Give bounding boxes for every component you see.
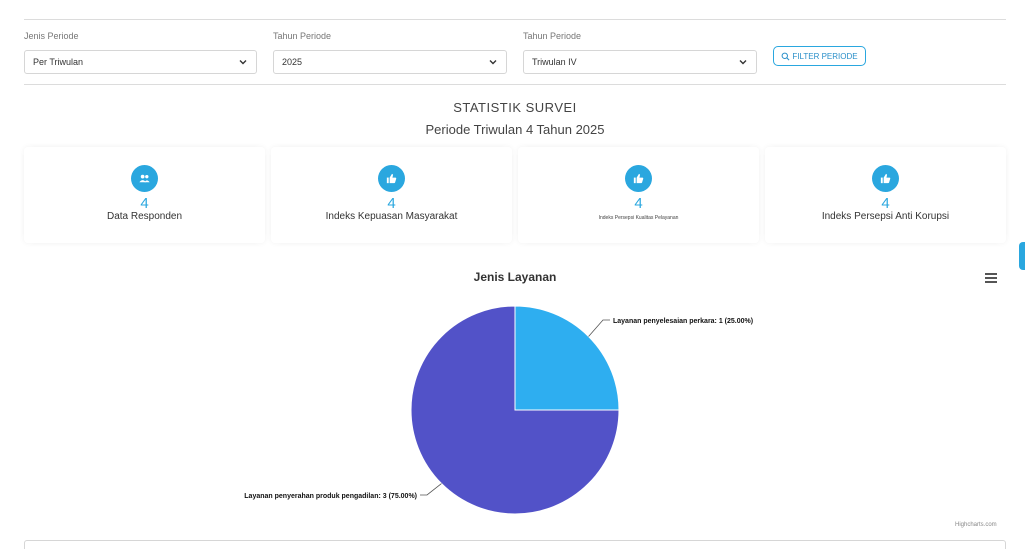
card-label: Indeks Kepuasan Masyarakat <box>325 211 458 222</box>
triwulan-select[interactable]: Triwulan IV <box>523 50 757 74</box>
pie-slice[interactable] <box>514 305 620 411</box>
card-label: Indeks Persepsi Anti Korupsi <box>821 211 950 222</box>
tahun-periode-label: Tahun Periode <box>273 31 332 41</box>
tahun-periode-value: 2025 <box>282 57 303 67</box>
pie-data-label: Layanan penyelesaian perkara: 1 (25.00%) <box>613 318 753 325</box>
card-label: Data Responden <box>106 211 183 222</box>
hamburger-menu-icon[interactable] <box>985 273 997 283</box>
card-label: Indeks Persepsi Kualitas Pelayanan <box>598 215 679 221</box>
page-title: STATISTIK SURVEI <box>453 100 577 115</box>
jenis-periode-select[interactable]: Per Triwulan <box>24 50 257 74</box>
pie-data-label: Layanan penyerahan produk pengadilan: 3 … <box>244 493 417 500</box>
tahun-periode-select[interactable]: 2025 <box>273 50 507 74</box>
chevron-down-icon <box>489 60 497 65</box>
card-data-responden: 4 Data Responden <box>24 147 265 243</box>
search-icon <box>781 52 790 60</box>
card-value: 4 <box>387 195 396 212</box>
thumbs-up-icon <box>378 165 405 192</box>
thumbs-up-icon <box>872 165 899 192</box>
card-value: 4 <box>881 195 890 212</box>
thumbs-up-icon <box>625 165 652 192</box>
chart-title: Jenis Layanan <box>473 270 557 284</box>
card-value: 4 <box>140 195 149 212</box>
jenis-periode-value: Per Triwulan <box>33 57 84 67</box>
triwulan-label: Tahun Periode <box>523 31 582 41</box>
side-tab-handle[interactable] <box>1019 242 1025 270</box>
users-icon <box>131 165 158 192</box>
triwulan-value: Triwulan IV <box>532 57 577 67</box>
card-value: 4 <box>634 195 643 212</box>
chevron-down-icon <box>239 60 247 65</box>
bottom-panel <box>24 540 1006 549</box>
filter-divider <box>24 84 1006 85</box>
page-subtitle: Periode Triwulan 4 Tahun 2025 <box>425 122 605 137</box>
top-divider <box>24 19 1006 20</box>
card-ipak: 4 Indeks Persepsi Anti Korupsi <box>765 147 1006 243</box>
filter-periode-button[interactable]: FILTER PERIODE <box>773 46 866 66</box>
card-ipkp: 4 Indeks Persepsi Kualitas Pelayanan <box>518 147 759 243</box>
chart-credit[interactable]: Highcharts.com <box>955 522 997 528</box>
filter-periode-label: FILTER PERIODE <box>792 51 858 61</box>
chevron-down-icon <box>739 60 747 65</box>
card-ikm: 4 Indeks Kepuasan Masyarakat <box>271 147 512 243</box>
jenis-periode-label: Jenis Periode <box>24 31 79 41</box>
data-label-connector <box>588 319 610 337</box>
data-label-connector <box>420 483 442 496</box>
